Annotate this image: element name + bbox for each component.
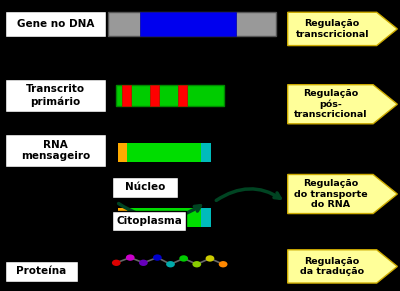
Bar: [201, 143, 211, 162]
Text: Regulação
pós-
transcricional: Regulação pós- transcricional: [294, 89, 367, 119]
Circle shape: [126, 254, 135, 261]
Text: Transcrito
primário: Transcrito primário: [26, 84, 85, 107]
Bar: [178, 85, 187, 107]
Text: Regulação
transcricional: Regulação transcricional: [296, 19, 369, 39]
Text: RNA
mensageiro: RNA mensageiro: [21, 140, 90, 162]
FancyBboxPatch shape: [5, 134, 106, 167]
Bar: [150, 85, 159, 107]
Circle shape: [206, 255, 214, 262]
Polygon shape: [288, 85, 397, 124]
Text: Regulação
do transporte
do RNA: Regulação do transporte do RNA: [294, 179, 367, 209]
Text: Gene no DNA: Gene no DNA: [17, 19, 94, 29]
Text: Regulação
da tradução: Regulação da tradução: [300, 257, 364, 276]
Bar: [118, 143, 127, 162]
Text: Citoplasma: Citoplasma: [116, 216, 182, 226]
Bar: [127, 143, 201, 162]
Circle shape: [179, 255, 188, 262]
Circle shape: [192, 261, 201, 267]
Text: Núcleo: Núcleo: [125, 182, 165, 192]
Circle shape: [219, 261, 228, 267]
Bar: [127, 208, 201, 227]
Bar: [201, 208, 211, 227]
Bar: [122, 85, 131, 107]
FancyBboxPatch shape: [112, 177, 178, 198]
Circle shape: [112, 260, 121, 266]
FancyBboxPatch shape: [5, 261, 78, 282]
FancyBboxPatch shape: [112, 211, 186, 231]
FancyBboxPatch shape: [5, 11, 106, 37]
Circle shape: [139, 260, 148, 266]
Circle shape: [153, 254, 162, 261]
Bar: [108, 12, 276, 36]
Bar: [118, 208, 127, 227]
Bar: [140, 12, 236, 36]
Text: Proteína: Proteína: [16, 267, 67, 276]
Polygon shape: [288, 175, 397, 214]
FancyBboxPatch shape: [5, 79, 106, 112]
Bar: [116, 85, 224, 107]
Polygon shape: [288, 250, 397, 283]
Polygon shape: [288, 12, 397, 46]
Circle shape: [166, 261, 175, 267]
